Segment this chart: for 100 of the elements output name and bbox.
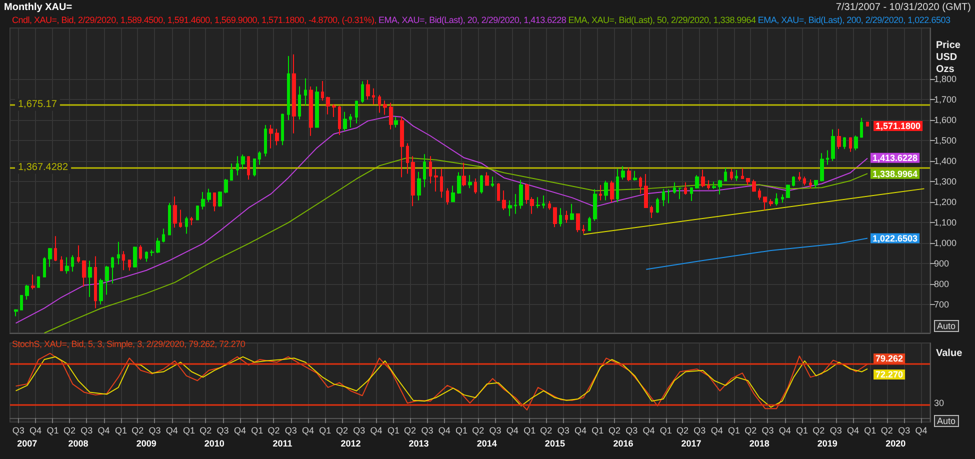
candlestick: [536, 196, 540, 209]
candlestick: [355, 100, 358, 124]
candlestick: [298, 86, 301, 120]
candlestick: [474, 178, 477, 194]
x-tick-label: Q1: [592, 426, 604, 436]
candlestick: [809, 178, 812, 189]
candlestick: [133, 246, 137, 268]
x2-tick-label: 2019: [817, 438, 838, 448]
y-tick-label: 1,200: [934, 196, 957, 207]
x-tick-label: Q3: [284, 426, 297, 436]
data-label: 1,338.9964: [872, 168, 918, 179]
candlestick: [514, 194, 517, 214]
candlestick: [446, 188, 449, 206]
text: 30: [934, 398, 944, 408]
candlestick: [378, 94, 381, 114]
candlestick: [593, 188, 597, 222]
x-tick-label: Q2: [744, 426, 757, 436]
x-tick-label: Q1: [251, 426, 264, 436]
candlestick: [224, 178, 228, 194]
candlestick: [769, 198, 773, 207]
candlestick: [25, 284, 29, 300]
candlestick: [213, 192, 216, 212]
candlestick: [866, 121, 869, 127]
candlestick: [321, 80, 324, 102]
x-tick-label: Q1: [387, 426, 400, 436]
candlestick: [462, 162, 466, 187]
x-tick-label: Q1: [183, 426, 196, 436]
candlestick: [207, 188, 211, 202]
candlestick: [168, 202, 171, 236]
x2-tick-label: 2011: [272, 438, 292, 448]
y-tick-label: 1,500: [934, 136, 957, 146]
candlestick: [190, 216, 193, 226]
candlestick: [366, 79, 370, 100]
x-tick-label: Q1: [796, 426, 808, 436]
candlestick: [269, 124, 273, 149]
x-tick-label: Q2: [268, 426, 280, 436]
candlestick: [383, 100, 387, 116]
candlestick: [264, 124, 267, 157]
candlestick: [485, 172, 489, 186]
y-tick-label: 1,600: [934, 115, 957, 126]
x-tick-label: Q4: [915, 426, 928, 436]
candlestick: [519, 179, 523, 210]
candlestick: [502, 190, 506, 210]
candlestick: [610, 180, 614, 203]
candlestick: [843, 136, 846, 150]
text: Auto: [934, 415, 959, 427]
x-tick-label: Q2: [472, 426, 484, 436]
annotation: 72.270: [876, 369, 904, 380]
x-tick-label: Q3: [694, 426, 706, 436]
candlestick: [150, 249, 154, 257]
line-series: [646, 238, 868, 270]
x-tick-label: Q2: [336, 426, 348, 436]
x-tick-label: Q3: [421, 426, 434, 436]
candlestick: [690, 186, 693, 202]
x-tick-label: Q3: [762, 426, 774, 436]
candlestick: [548, 200, 551, 210]
candlestick: [701, 169, 705, 188]
x2-tick-label: 2017: [681, 438, 702, 448]
candlestick: [656, 197, 659, 214]
candlestick: [553, 206, 557, 228]
candlestick: [241, 154, 245, 170]
candlestick: [37, 276, 40, 288]
candlestick: [758, 188, 761, 200]
candlestick: [752, 179, 756, 192]
candlestick: [457, 172, 461, 194]
candlestick: [82, 260, 86, 288]
candlestick: [343, 111, 347, 132]
candlestick: [236, 156, 239, 176]
candlestick: [792, 176, 795, 187]
candlestick: [88, 260, 92, 298]
candlestick: [695, 174, 699, 189]
candlestick: [71, 254, 74, 272]
candlestick: [837, 128, 841, 150]
candlestick: [400, 116, 404, 178]
y-tick-label: 700: [934, 299, 950, 310]
y-tick-label: 1,000: [934, 238, 957, 248]
y-tick-label: 1,800: [934, 74, 957, 84]
candlestick: [508, 200, 512, 217]
candlestick: [173, 196, 177, 228]
candlestick: [684, 182, 687, 196]
x-tick-label: Q1: [46, 426, 59, 436]
y-tick-label: 1,300: [934, 176, 957, 187]
x-tick-label: Q1: [864, 426, 876, 436]
candlestick: [117, 241, 120, 265]
x2-tick-label: 2010: [204, 438, 224, 448]
candlestick: [480, 174, 483, 194]
x-tick-label: Q2: [880, 426, 893, 436]
candlestick: [627, 167, 631, 182]
x-tick-label: Q3: [12, 426, 24, 436]
candlestick: [650, 205, 653, 218]
x-tick-label: Q4: [234, 426, 246, 436]
x2-tick-label: 2020: [886, 438, 906, 448]
candlestick: [678, 187, 682, 200]
candlestick: [724, 168, 727, 182]
candlestick: [621, 166, 625, 180]
y-tick-label: 1,700: [934, 94, 957, 105]
candlestick: [775, 192, 778, 206]
x-tick-label: Q2: [63, 426, 76, 436]
ref-line-label: 1,367.4282: [18, 162, 68, 174]
y-axis-title: Value: [936, 348, 964, 360]
